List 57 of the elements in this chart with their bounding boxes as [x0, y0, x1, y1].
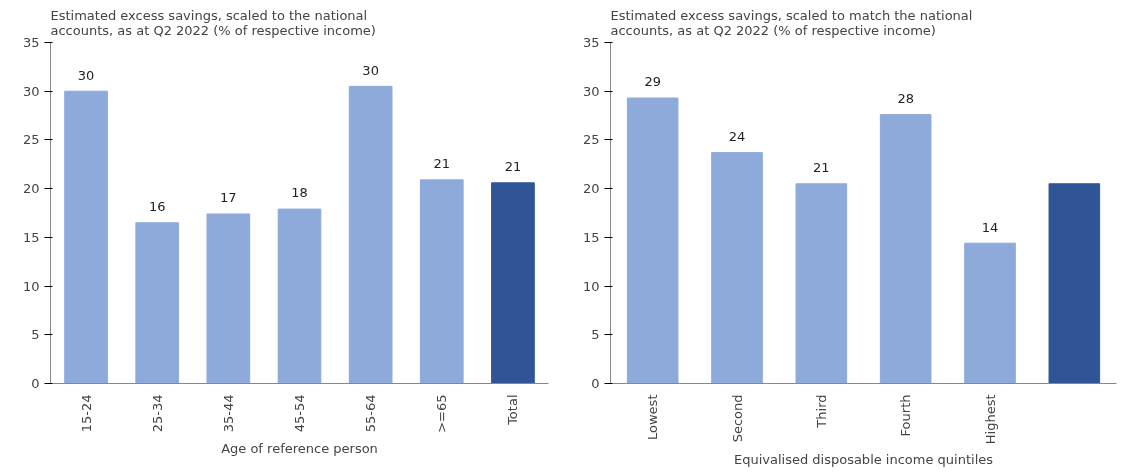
bar	[135, 222, 180, 384]
bar	[277, 208, 322, 384]
y-tick-label: 5	[591, 327, 600, 343]
data-label: 24	[728, 128, 746, 144]
y-tick-label: 15	[582, 229, 600, 245]
data-label: 21	[504, 159, 522, 175]
data-label: 21	[433, 156, 451, 172]
y-tick-label: 10	[582, 278, 600, 294]
x-tick-label: Third	[813, 394, 829, 429]
data-label: 16	[148, 199, 166, 215]
y-tick-label: 30	[582, 83, 600, 99]
x-tick-label: Total	[505, 394, 521, 426]
x-tick-label: >=65	[434, 394, 450, 433]
y-tick-label: 25	[22, 132, 40, 148]
data-label: 21	[813, 160, 830, 176]
data-label: 18	[291, 185, 308, 201]
data-label: 28	[897, 90, 914, 106]
bar	[491, 182, 535, 384]
x-tick-label: 35-44	[220, 394, 236, 433]
y-tick-label: 20	[582, 181, 600, 197]
y-tick-label: 20	[22, 181, 40, 197]
bar	[964, 242, 1016, 384]
x-axis-title: Age of reference person	[221, 440, 378, 456]
bar	[348, 85, 393, 384]
bar	[795, 183, 848, 384]
data-label: 30	[362, 62, 379, 78]
data-label: 17	[220, 190, 237, 206]
y-tick-label: 35	[22, 35, 40, 50]
x-axis-title: Equivalised disposable income quintiles	[733, 452, 994, 468]
chart-title: Estimated excess savings, scaled to match the national accounts, as at Q2 2022 (% of respective income)	[610, 7, 973, 38]
x-tick-label: 25-34	[149, 394, 165, 433]
x-tick-label: Second	[729, 394, 745, 443]
bar	[64, 90, 108, 384]
y-tick-label: 25	[582, 132, 600, 148]
y-tick-label: 30	[22, 83, 40, 99]
bar	[1048, 183, 1101, 384]
y-tick-label: 5	[31, 327, 40, 343]
chart-title: Estimated excess savings, scaled to the national accounts, as at Q2 2022 (% of respective income)	[50, 7, 376, 38]
y-tick-label: 0	[31, 376, 40, 391]
x-tick-label: 55-64	[363, 394, 379, 433]
x-tick-label: Highest	[982, 394, 998, 445]
bar	[711, 152, 763, 384]
data-label: 29	[644, 74, 661, 90]
x-tick-label: 15-24	[78, 394, 94, 433]
bar	[879, 114, 932, 384]
x-tick-label: 45-54	[292, 394, 307, 433]
x-tick-label: Fourth	[898, 394, 914, 437]
data-label: 30	[77, 67, 95, 83]
bar	[419, 179, 464, 384]
bar	[206, 213, 251, 384]
bar	[626, 97, 679, 384]
y-tick-label: 10	[22, 278, 40, 294]
y-tick-label: 0	[591, 376, 600, 391]
y-tick-label: 15	[22, 229, 40, 245]
x-tick-label: Lowest	[645, 394, 661, 440]
data-label: 14	[981, 219, 999, 235]
y-tick-label: 35	[582, 35, 600, 50]
